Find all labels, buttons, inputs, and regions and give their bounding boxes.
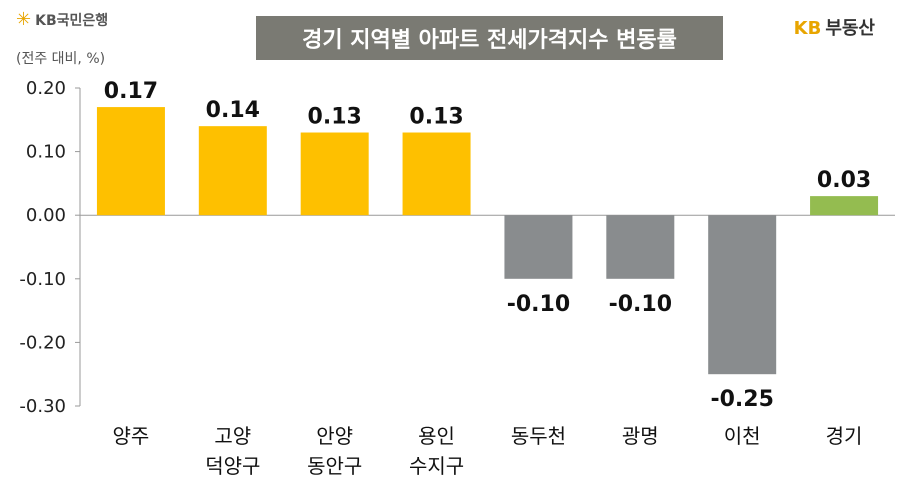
x-category-label: 안양 [316, 424, 353, 448]
data-label: 0.17 [104, 79, 158, 104]
x-category-label: 동두천 [511, 424, 566, 448]
data-label: -0.10 [609, 292, 672, 317]
brand-right-kb: KB [793, 18, 822, 39]
data-label: -0.10 [507, 292, 570, 317]
x-category-label: 양주 [113, 424, 150, 448]
brand-left-text: KB국민은행 [35, 13, 109, 29]
x-category-label: 이천 [724, 424, 761, 448]
kb-realestate-logo: KB 부동산 [794, 14, 875, 40]
bar [504, 215, 573, 279]
bar [708, 215, 777, 375]
x-category-label: 광명 [622, 424, 659, 448]
x-category-label: 용인 [418, 424, 455, 448]
x-category-label: 고양 [214, 424, 251, 448]
data-label: -0.25 [710, 387, 773, 412]
bar [810, 196, 879, 216]
bar [96, 107, 165, 216]
data-label: 0.13 [409, 105, 463, 130]
y-tick-label: -0.10 [19, 269, 66, 290]
x-category-label: 덕양구 [205, 454, 260, 478]
x-category-label: 수지구 [409, 454, 464, 478]
y-tick-label: -0.30 [19, 396, 66, 417]
y-tick-label: -0.20 [19, 332, 66, 353]
x-category-label: 경기 [826, 424, 863, 448]
kb-bank-logo: ✳ KB국민은행 [16, 10, 108, 30]
brand-right-text: 부동산 [825, 18, 875, 39]
kb-star-icon: ✳ [16, 9, 32, 30]
unit-label: (전주 대비, %) [16, 51, 106, 67]
data-label: 0.14 [206, 98, 260, 123]
bar [198, 126, 267, 216]
y-tick-label: 0.20 [26, 78, 66, 99]
bar [402, 132, 471, 216]
bar [300, 132, 369, 216]
data-label: 0.13 [308, 105, 362, 130]
y-tick-label: 0.00 [26, 205, 66, 226]
x-category-label: 동안구 [307, 454, 362, 478]
y-tick-label: 0.10 [26, 142, 66, 163]
chart-title: 경기 지역별 아파트 전세가격지수 변동률 [256, 16, 723, 60]
data-label: 0.03 [817, 168, 871, 193]
bar [606, 215, 675, 279]
